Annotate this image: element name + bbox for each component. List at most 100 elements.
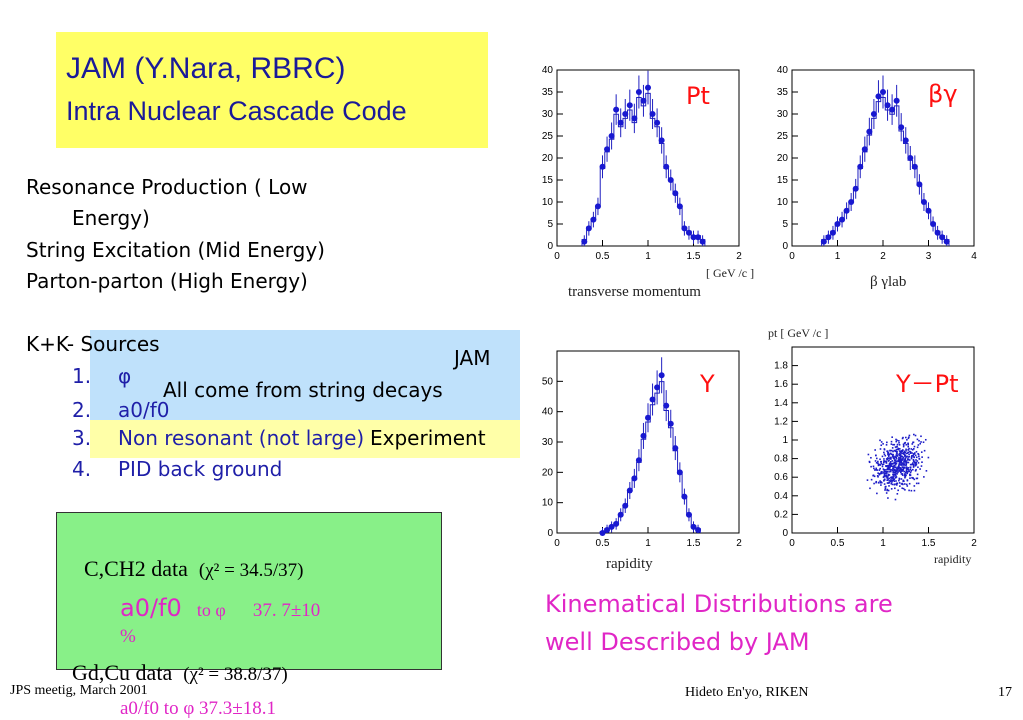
y-tick-label: 1	[782, 435, 788, 446]
scatter-point	[893, 443, 896, 446]
ypt-plot-label: Y－Pt	[896, 370, 959, 398]
scatter-point	[877, 463, 880, 466]
scatter-point	[873, 467, 875, 470]
scatter-point	[890, 465, 893, 467]
x-tick-label: 0.5	[831, 538, 845, 549]
scatter-point	[885, 462, 888, 464]
y-tick-label: 25	[777, 131, 789, 142]
scatter-point	[905, 461, 908, 464]
source-text: φ	[118, 364, 132, 388]
scatter-point	[898, 444, 901, 446]
scatter-point	[893, 464, 896, 467]
scatter-point	[885, 472, 887, 475]
scatter-point	[891, 436, 893, 438]
data-point	[943, 238, 950, 245]
x-tick-label: 4	[971, 251, 977, 262]
scatter-point	[907, 456, 910, 458]
scatter-point	[888, 479, 890, 482]
scatter-point	[886, 488, 889, 491]
scatter-point	[902, 436, 904, 439]
scatter-point	[883, 478, 886, 481]
fit-line-3: Gd,Cu data (χ² = 38.8/37)	[72, 660, 288, 686]
scatter-point	[910, 457, 913, 460]
scatter-point	[902, 469, 904, 472]
scatter-point	[907, 445, 910, 448]
scatter-point	[912, 463, 915, 466]
scatter-point	[880, 462, 883, 465]
scatter-point	[908, 459, 911, 461]
scatter-point	[888, 474, 891, 476]
data-point	[649, 111, 656, 117]
fit-to-phi: to φ	[196, 600, 226, 620]
scatter-point	[888, 477, 890, 480]
data-point	[866, 128, 873, 135]
scatter-point	[904, 483, 906, 485]
y-tick-label: 30	[777, 109, 789, 120]
scatter-point	[902, 483, 904, 486]
scatter-point	[881, 455, 884, 458]
scatter-point	[901, 473, 904, 475]
data-point	[631, 115, 638, 122]
scatter-point	[875, 467, 878, 470]
y-tick-label: 25	[542, 131, 554, 142]
scatter-point	[919, 468, 921, 470]
scatter-point	[893, 469, 896, 472]
scatter-point	[895, 472, 897, 474]
data-point	[640, 432, 647, 439]
scatter-point	[896, 450, 898, 453]
data-point	[690, 523, 697, 530]
jam-overlay-box	[90, 330, 520, 420]
scatter-point	[891, 481, 893, 483]
scatter-point	[904, 460, 907, 463]
scatter-point	[903, 460, 905, 463]
kinematics-line-2: well Described by JAM	[545, 628, 810, 656]
scatter-point	[883, 470, 886, 473]
scatter-point	[915, 463, 918, 466]
y-tick-label: 0	[547, 528, 553, 539]
rapidity-pt-scatter: 0 0.5 1 1.5 2 0 0.2 0.4 0.6 0.8 1 1.2 1.4 1.6 1.8	[774, 346, 977, 549]
scatter-point	[887, 474, 890, 477]
y-tick-label: 20	[777, 153, 789, 164]
scatter-point	[885, 475, 888, 478]
scatter-point	[903, 455, 906, 457]
scatter-point	[872, 474, 875, 477]
scatter-point	[912, 462, 914, 464]
scatter-point	[889, 470, 892, 473]
data-point	[898, 124, 905, 131]
scatter-point	[907, 442, 909, 445]
scatter-point	[898, 440, 900, 442]
scatter-point	[875, 481, 877, 484]
scatter-point	[915, 462, 917, 464]
source-item-3: 3. Non resonant (not large)	[72, 424, 364, 452]
scatter-point	[903, 451, 906, 454]
scatter-point	[910, 455, 913, 457]
x-tick-label: 1.5	[687, 251, 701, 262]
scatter-point	[913, 452, 916, 454]
data-point	[676, 203, 683, 210]
production-line-1: Resonance Production ( Low	[26, 175, 308, 199]
source-num: 3.	[72, 426, 92, 450]
scatter-point	[894, 470, 897, 473]
scatter-point	[912, 454, 914, 457]
scatter-point	[867, 453, 870, 456]
fit-ratio-label: a0/f0	[120, 594, 182, 622]
scatter-point	[911, 452, 913, 454]
data-point	[939, 234, 946, 241]
data-point	[925, 207, 932, 214]
data-point	[645, 84, 651, 91]
scatter-point	[886, 489, 888, 492]
data-point	[658, 372, 665, 379]
scatter-point	[900, 469, 903, 471]
scatter-point	[892, 476, 894, 479]
scatter-point	[914, 454, 917, 457]
scatter-point	[912, 453, 915, 455]
x-tick-label: 0.5	[596, 538, 610, 549]
scatter-point	[886, 476, 889, 478]
scatter-point	[913, 456, 916, 459]
scatter-point	[894, 456, 896, 458]
scatter-point	[906, 458, 909, 460]
scatter-point	[877, 462, 879, 465]
scatter-point	[912, 477, 914, 479]
scatter-point	[916, 446, 919, 449]
